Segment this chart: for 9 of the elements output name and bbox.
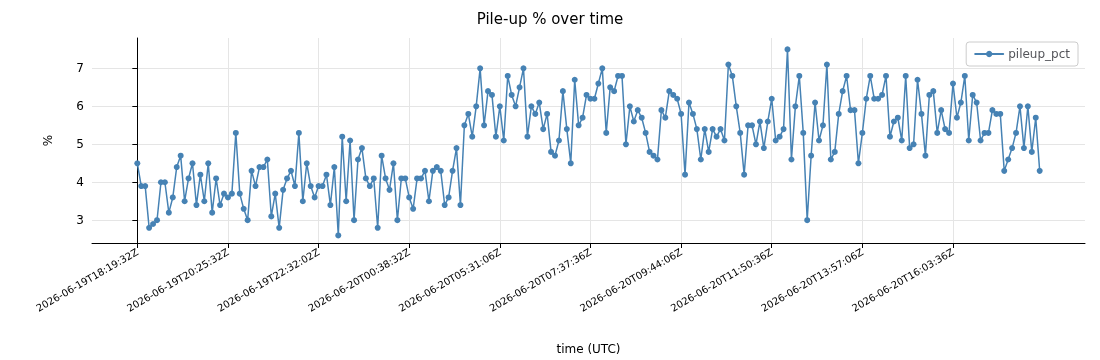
y-tick-label: 3 [76, 213, 84, 228]
x-axis-title: time (UTC) [556, 342, 621, 356]
y-tick-label: 4 [76, 175, 84, 190]
y-tick-label: 6 [76, 99, 84, 114]
y-tick-label: 5 [76, 137, 84, 152]
chart-title: Pile-up % over time [476, 9, 624, 28]
y-tick-label: 7 [76, 61, 84, 76]
legend-label: pileup_pct [1008, 47, 1071, 61]
y-axis-title: % [41, 134, 55, 147]
